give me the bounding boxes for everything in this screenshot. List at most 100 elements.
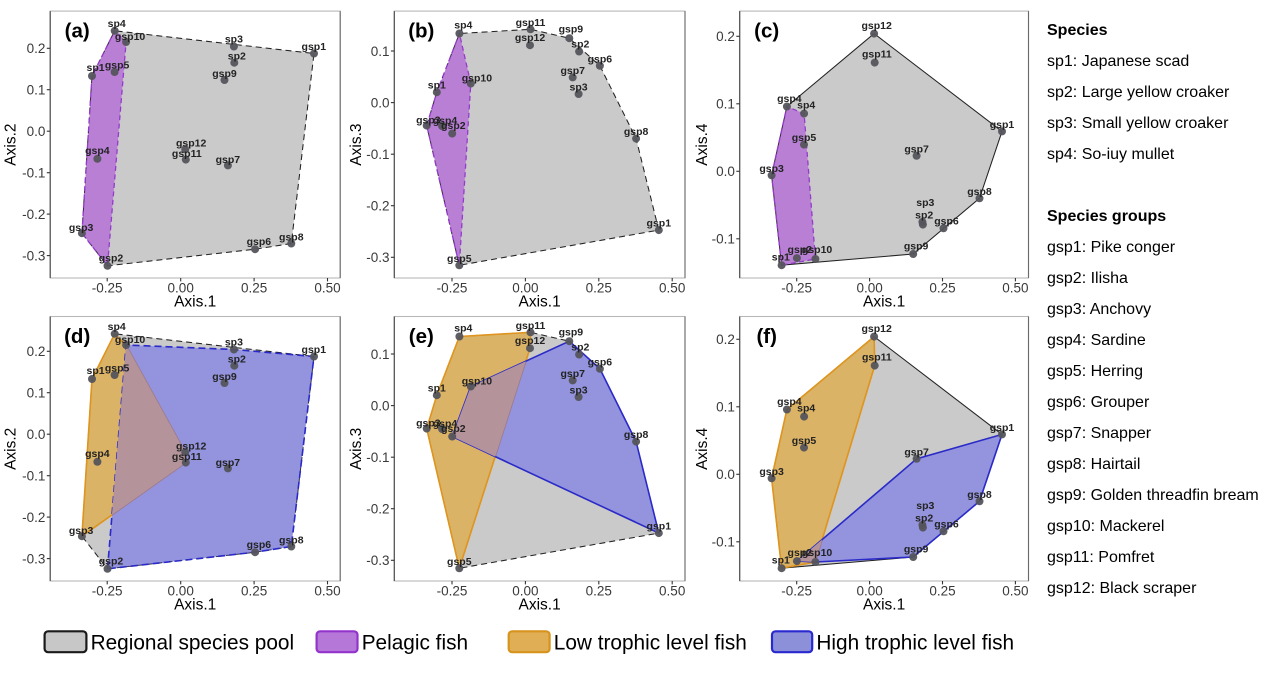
svg-text:-0.2: -0.2 [366,502,389,517]
svg-text:gsp10: Mackerel: gsp10: Mackerel [1047,518,1164,535]
svg-text:gsp9: gsp9 [559,24,584,36]
svg-text:0.25: 0.25 [586,584,612,599]
svg-text:gsp1: Pike conger: gsp1: Pike conger [1047,239,1176,256]
svg-text:0.2: 0.2 [716,29,735,44]
svg-text:Axis.1: Axis.1 [174,597,216,614]
svg-text:0.00: 0.00 [168,584,194,599]
svg-text:gsp9: gsp9 [212,371,237,383]
svg-text:Axis.1: Axis.1 [863,597,905,614]
svg-text:gsp3: Anchovy: gsp3: Anchovy [1047,301,1151,318]
svg-text:0.25: 0.25 [241,281,267,296]
svg-text:sp1: Japanese scad: sp1: Japanese scad [1047,53,1189,70]
svg-text:gsp6: gsp6 [588,53,613,65]
svg-text:gsp11: gsp11 [172,148,202,160]
svg-text:-0.1: -0.1 [712,232,735,247]
svg-text:-0.2: -0.2 [22,510,45,525]
svg-text:0.0: 0.0 [27,427,46,442]
svg-text:Species groups: Species groups [1047,208,1166,225]
svg-text:sp3: sp3 [916,500,934,512]
svg-text:gsp3: gsp3 [69,222,94,234]
svg-text:gsp12: gsp12 [862,20,893,32]
svg-text:0.50: 0.50 [314,281,340,296]
svg-text:gsp10: gsp10 [802,547,833,559]
svg-text:Axis.2: Axis.2 [3,428,20,470]
svg-text:0.50: 0.50 [314,584,340,599]
svg-text:gsp6: gsp6 [934,518,959,530]
svg-text:gsp7: gsp7 [560,65,585,77]
svg-text:sp4: sp4 [797,402,815,414]
svg-text:-0.3: -0.3 [22,551,45,566]
svg-text:gsp12: gsp12 [515,335,546,347]
svg-text:-0.25: -0.25 [92,281,123,296]
svg-text:gsp7: gsp7 [904,446,929,458]
svg-text:0.2: 0.2 [27,344,46,359]
svg-text:0.25: 0.25 [241,584,267,599]
svg-text:gsp10: gsp10 [462,72,493,84]
svg-text:gsp4: gsp4 [777,396,802,408]
svg-text:sp3: sp3 [225,336,243,348]
svg-text:gsp6: Grouper: gsp6: Grouper [1047,394,1150,411]
svg-text:gsp11: gsp11 [862,49,892,61]
svg-text:sp2: sp2 [571,39,589,51]
svg-text:-0.3: -0.3 [366,250,389,265]
svg-text:gsp5: gsp5 [792,435,817,447]
svg-text:-0.3: -0.3 [366,553,389,568]
svg-text:0.1: 0.1 [716,97,735,112]
svg-text:gsp8: gsp8 [967,489,992,501]
svg-text:High trophic level fish: High trophic level fish [816,632,1014,655]
svg-text:gsp9: gsp9 [904,543,929,555]
svg-text:-0.25: -0.25 [437,281,468,296]
svg-text:gsp9: gsp9 [212,68,237,80]
svg-text:sp3: Small yellow croaker: sp3: Small yellow croaker [1047,115,1229,132]
svg-text:0.50: 0.50 [1002,584,1028,599]
svg-text:gsp12: gsp12 [515,32,546,44]
svg-text:gsp4: Sardine: gsp4: Sardine [1047,332,1146,349]
svg-text:gsp11: gsp11 [516,17,546,29]
svg-text:gsp4: gsp4 [777,93,802,105]
svg-text:sp4: sp4 [454,322,472,334]
svg-text:gsp2: gsp2 [99,252,124,264]
svg-text:sp3: sp3 [916,197,934,209]
svg-text:gsp8: gsp8 [279,232,304,244]
svg-text:gsp3: gsp3 [416,417,441,429]
svg-text:Axis.3: Axis.3 [348,428,365,470]
svg-text:gsp2: gsp2 [99,555,124,567]
svg-text:-0.1: -0.1 [712,535,735,550]
svg-text:0.0: 0.0 [716,164,735,179]
svg-text:gsp9: Golden threadfin bream: gsp9: Golden threadfin bream [1047,487,1259,504]
svg-text:0.00: 0.00 [512,584,538,599]
svg-text:gsp10: gsp10 [802,244,833,256]
svg-text:gsp2: gsp2 [788,547,813,559]
svg-text:gsp7: gsp7 [216,457,241,469]
svg-text:-0.25: -0.25 [781,584,812,599]
svg-text:Axis.4: Axis.4 [694,123,711,166]
svg-text:gsp1: gsp1 [990,422,1015,434]
svg-text:gsp11: gsp11 [172,451,202,463]
svg-text:(b): (b) [408,20,434,43]
svg-text:gsp12: gsp12 [176,441,207,453]
svg-text:gsp3: gsp3 [69,525,94,537]
svg-text:sp1: sp1 [428,80,446,92]
svg-text:-0.1: -0.1 [22,469,45,484]
svg-text:-0.25: -0.25 [781,281,812,296]
svg-text:gsp7: gsp7 [904,143,929,155]
svg-text:0.25: 0.25 [929,281,955,296]
svg-text:0.0: 0.0 [716,467,735,482]
svg-text:-0.25: -0.25 [437,584,468,599]
svg-text:0.1: 0.1 [27,386,46,401]
svg-text:(a): (a) [65,20,90,43]
svg-text:Low trophic level fish: Low trophic level fish [554,632,747,655]
svg-text:gsp3: gsp3 [759,163,784,175]
svg-text:sp1: sp1 [772,555,790,567]
svg-text:gsp6: gsp6 [588,356,613,368]
svg-text:gsp8: gsp8 [624,126,649,138]
svg-text:-0.1: -0.1 [366,450,389,465]
svg-text:gsp8: gsp8 [967,186,992,198]
svg-text:Axis.4: Axis.4 [694,427,711,470]
svg-text:0.00: 0.00 [856,584,882,599]
svg-text:(c): (c) [754,20,779,43]
svg-text:sp3: sp3 [225,33,243,45]
svg-text:sp2: sp2 [915,513,933,525]
svg-text:gsp5: gsp5 [105,60,130,72]
svg-text:-0.2: -0.2 [366,199,389,214]
